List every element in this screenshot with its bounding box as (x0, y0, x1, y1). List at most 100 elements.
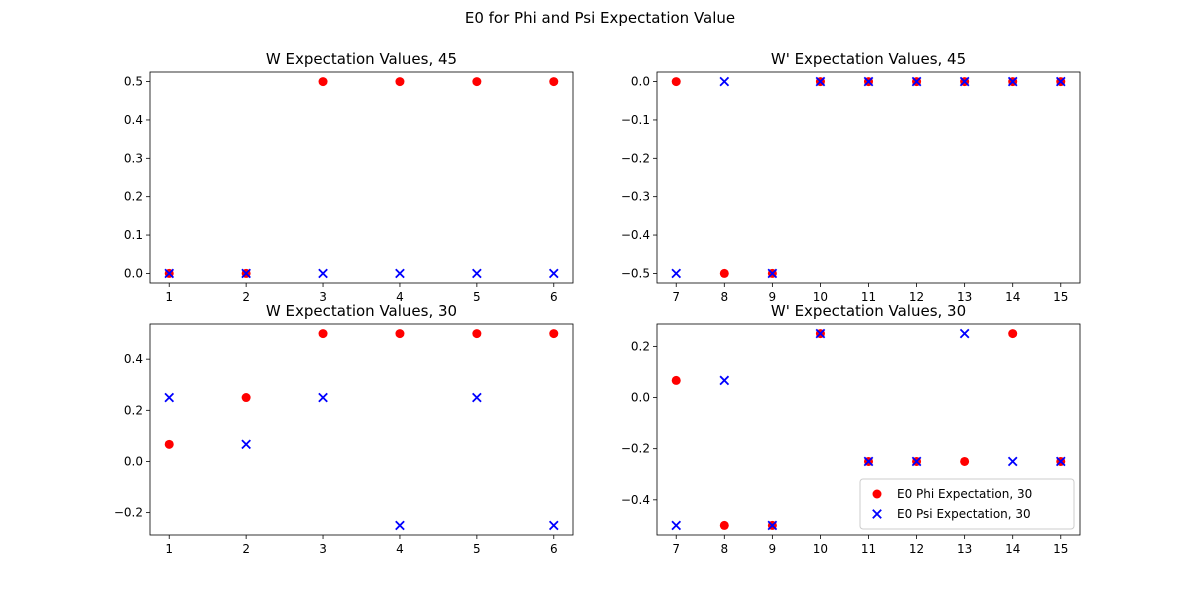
psi-point (318, 392, 328, 403)
psi-point (1055, 456, 1066, 467)
phi-point (719, 520, 729, 530)
legend-psi-marker (872, 509, 882, 519)
x-tick-label: 5 (473, 542, 481, 556)
y-tick-label: −0.2 (621, 442, 650, 456)
x-tick-label: 13 (957, 290, 972, 304)
x-tick-label: 11 (861, 290, 876, 304)
x-tick-label: 3 (319, 290, 327, 304)
legend-phi-marker (872, 489, 882, 499)
psi-point (164, 268, 175, 279)
x-tick-label: 15 (1053, 290, 1068, 304)
panel-title: W' Expectation Values, 30 (771, 302, 966, 320)
phi-point (549, 77, 559, 87)
x-tick-label: 14 (1005, 542, 1020, 556)
psi-point (472, 392, 482, 403)
y-tick-label: 0.0 (631, 391, 650, 405)
phi-point (395, 329, 405, 339)
y-tick-label: 0.4 (124, 113, 143, 127)
phi-point (671, 375, 681, 385)
panel-title: W Expectation Values, 30 (266, 302, 457, 320)
psi-point (241, 268, 251, 279)
x-tick-label: 12 (909, 542, 924, 556)
x-tick-label: 4 (396, 542, 404, 556)
psi-point (1007, 76, 1018, 87)
psi-point (395, 520, 405, 531)
plot-frame (656, 323, 1081, 536)
phi-point (719, 268, 729, 278)
y-tick-label: 0.3 (124, 151, 143, 165)
panel-title: W' Expectation Values, 45 (771, 50, 966, 68)
phi-point (472, 77, 482, 87)
y-tick-label: 0.2 (631, 339, 650, 353)
x-tick-label: 6 (550, 290, 558, 304)
panel-w-30: W Expectation Values, 30 1 2 3 4 5 6 −0.2 0.0 0.2… (114, 302, 574, 556)
y-tick-label: 0.2 (124, 190, 143, 204)
psi-point (548, 268, 559, 279)
y-tick-label: 0.2 (124, 403, 143, 417)
y-tick-label: −0.1 (621, 113, 650, 127)
y-tick-label: −0.2 (621, 151, 650, 165)
phi-point (318, 329, 328, 339)
psi-point (767, 520, 778, 531)
psi-point (548, 520, 559, 531)
phi-point (164, 439, 174, 449)
psi-point (863, 456, 874, 467)
x-tick-label: 12 (909, 290, 924, 304)
psi-point (241, 439, 251, 450)
phi-point (1008, 329, 1018, 339)
psi-point (959, 76, 970, 87)
x-tick-label: 10 (813, 542, 828, 556)
y-tick-label: 0.5 (124, 75, 143, 89)
x-tick-label: 5 (473, 290, 481, 304)
x-tick-label: 9 (769, 542, 777, 556)
y-tick-label: −0.2 (114, 506, 143, 520)
psi-point (1007, 456, 1018, 467)
x-tick-label: 2 (242, 290, 250, 304)
x-tick-label: 1 (165, 542, 173, 556)
phi-point (472, 329, 482, 339)
x-tick-label: 2 (242, 542, 250, 556)
y-tick-label: 0.0 (124, 454, 143, 468)
x-tick-label: 15 (1053, 542, 1068, 556)
psi-point (959, 328, 970, 339)
psi-point (671, 268, 682, 279)
phi-point (395, 77, 405, 87)
panel-w-45: W Expectation Values, 45 1 2 3 4 5 6 0.0 0.1 0.2 0… (124, 50, 574, 304)
x-tick-label: 8 (720, 542, 728, 556)
psi-point (395, 268, 405, 279)
psi-point (472, 268, 482, 279)
psi-point (911, 456, 922, 467)
panel-wprime-30: W' Expectation Values, 30 7 8 9 10 11 12 13 14 15… (621, 302, 1081, 556)
psi-point (815, 328, 826, 339)
x-tick-label: 7 (672, 290, 680, 304)
x-tick-label: 4 (396, 290, 404, 304)
y-tick-label: −0.4 (621, 228, 650, 242)
legend-psi-label: E0 Psi Expectation, 30 (897, 507, 1031, 521)
psi-point (719, 76, 730, 87)
psi-point (671, 520, 682, 531)
y-tick-label: −0.4 (621, 493, 650, 507)
psi-point (719, 375, 730, 386)
x-tick-label: 13 (957, 542, 972, 556)
y-tick-label: 0.0 (124, 266, 143, 280)
phi-point (549, 329, 559, 339)
legend-box (859, 478, 1075, 530)
legend-phi-label: E0 Phi Expectation, 30 (897, 487, 1032, 501)
x-tick-label: 14 (1005, 290, 1020, 304)
psi-point (863, 76, 874, 87)
x-tick-label: 11 (861, 542, 876, 556)
psi-point (911, 76, 922, 87)
plot-frame (149, 323, 574, 536)
phi-point (960, 456, 970, 466)
plot-frame (149, 71, 574, 284)
x-tick-label: 3 (319, 542, 327, 556)
panel-title: W Expectation Values, 45 (266, 50, 457, 68)
x-tick-label: 8 (720, 290, 728, 304)
phi-point (241, 393, 251, 403)
psi-point (767, 268, 778, 279)
x-tick-label: 10 (813, 290, 828, 304)
x-tick-label: 1 (165, 290, 173, 304)
x-tick-label: 9 (769, 290, 777, 304)
legend: E0 Phi Expectation, 30 E0 Psi Expectation… (859, 478, 1075, 530)
